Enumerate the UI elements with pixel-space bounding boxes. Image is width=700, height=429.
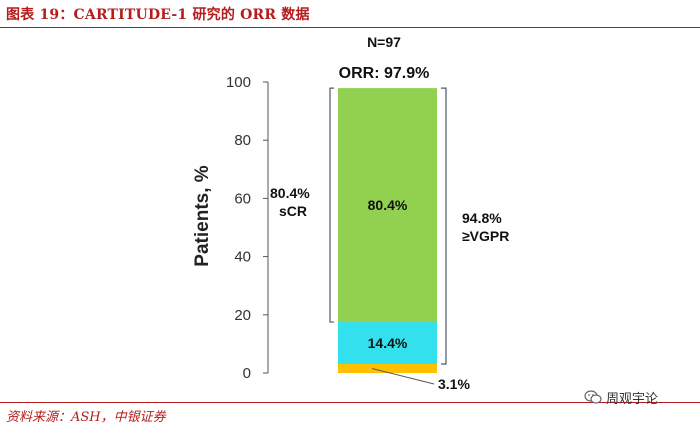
scr-value-label: 80.4%: [270, 185, 310, 201]
wechat-icon: [584, 390, 602, 404]
y-axis-label: Patients, %: [192, 165, 213, 266]
bar-label-vgpr: 14.4%: [368, 335, 408, 351]
figure-title: 图表 19：CARTITUDE-1 研究的 ORR 数据: [6, 7, 310, 23]
bar-segment-vgpr: [338, 322, 437, 364]
vgpr-bracket: [441, 87, 447, 365]
title-rule: [0, 27, 700, 28]
y-tick-label: 40: [234, 249, 251, 266]
y-tick-label: 0: [243, 365, 251, 382]
watermark: 周观宇论: [584, 387, 658, 407]
orr-label: ORR: 97.9%: [339, 65, 430, 82]
y-tick-label: 80: [234, 132, 251, 149]
vgpr-name-label: ≥VGPR: [462, 228, 509, 244]
bar-segment-pr: [338, 363, 437, 373]
bar-label-scr: 80.4%: [368, 197, 408, 213]
y-tick-label: 20: [234, 307, 251, 324]
source-note: 资料来源：ASH，中银证券: [6, 410, 166, 425]
bar-segment-scr: [338, 88, 437, 323]
y-tick-label: 100: [226, 74, 251, 91]
scr-name-label: sCR: [279, 203, 307, 219]
y-axis-ticks: 0 20 40 60 80 100: [226, 74, 268, 382]
y-tick-label: 60: [234, 190, 251, 207]
watermark-text: 周观宇论: [606, 391, 659, 407]
bar-segments: [338, 88, 437, 373]
scr-bracket: [329, 87, 334, 323]
vgpr-value-label: 94.8%: [462, 210, 502, 226]
source-rule: [0, 402, 700, 403]
bar-label-pr: 3.1%: [438, 376, 470, 392]
pr-label-leader: [371, 368, 435, 385]
n-label: N=97: [367, 34, 401, 50]
